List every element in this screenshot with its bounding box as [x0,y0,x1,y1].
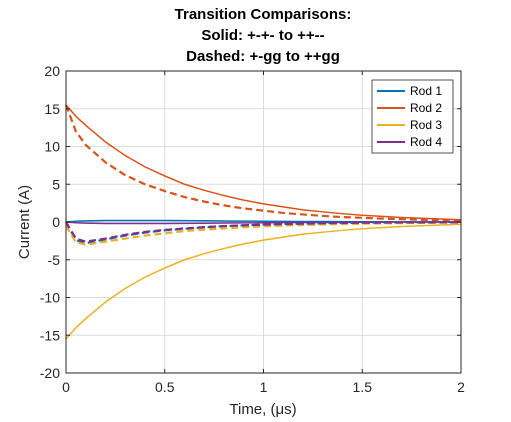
x-tick-label: 1.5 [353,379,373,395]
legend-label: Rod 3 [410,118,442,132]
x-tick-label: 0.5 [155,379,175,395]
y-tick-label: 5 [52,176,60,192]
legend-label: Rod 4 [410,135,442,149]
ticks: 0 0.5 1 1.5 2 20 15 10 5 0 -5 -10 -15 -20 [40,63,465,395]
x-tick-label: 0 [62,379,70,395]
y-tick-label: 10 [44,139,60,155]
legend-label: Rod 2 [410,101,442,115]
y-tick-label: 0 [52,214,60,230]
series-line-3-solid [65,223,462,340]
x-axis-label: Time, (μs) [229,401,296,418]
chart-title-line-2: Solid: +-+- to ++-- [201,27,324,44]
x-tick-label: 1 [260,379,268,395]
series-line-2-solid [65,104,462,221]
chart-title-line-3: Dashed: +-gg to ++gg [186,48,340,65]
y-tick-label: -20 [40,365,60,381]
x-tick-label: 2 [457,379,465,395]
legend: Rod 1 Rod 2 Rod 3 Rod 4 [371,79,454,154]
series-line-6-dashed [64,104,462,222]
chart-title-line-1: Transition Comparisons: [175,6,352,23]
y-tick-label: 20 [44,63,60,79]
y-tick-label: 15 [44,101,60,117]
y-tick-label: -5 [48,252,61,268]
y-axis-label: Current (A) [16,185,33,259]
legend-box [371,79,454,154]
y-tick-label: -15 [40,327,60,343]
series-group [64,104,462,340]
legend-label: Rod 1 [410,84,442,98]
y-tick-label: -10 [40,290,60,306]
series-line-8-dashed [65,221,462,243]
